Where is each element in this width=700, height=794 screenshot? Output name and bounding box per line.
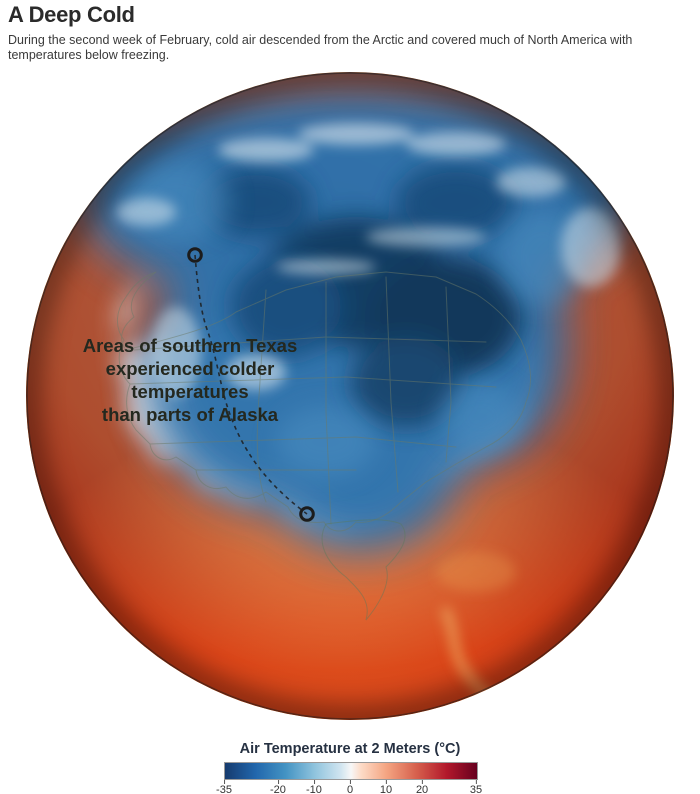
svg-text:temperatures: temperatures: [131, 381, 248, 402]
svg-text:Areas of southern Texas: Areas of southern Texas: [83, 335, 298, 356]
svg-text:than parts of Alaska: than parts of Alaska: [102, 404, 279, 425]
svg-text:experienced colder: experienced colder: [106, 358, 275, 379]
